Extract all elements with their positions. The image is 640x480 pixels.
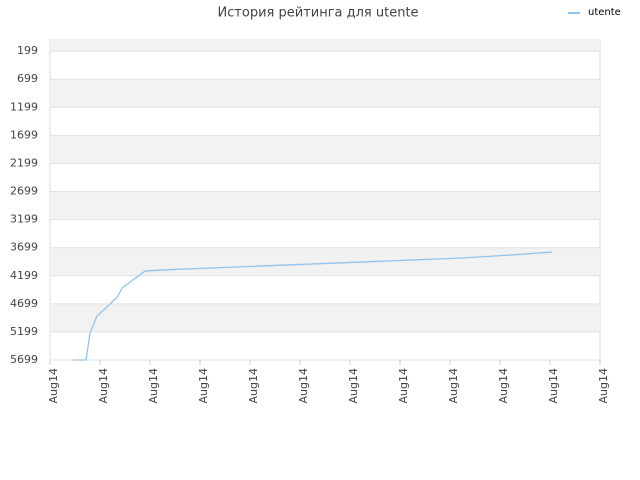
y-tick-label: 2199	[10, 156, 38, 169]
line	[73, 251, 553, 361]
x-tick-label: Aug14	[247, 368, 260, 403]
y-tick-label: 4699	[10, 297, 38, 310]
x-tick-label: Aug14	[347, 368, 360, 403]
y-tick-label: 4199	[10, 269, 38, 282]
x-tick-label: Aug14	[447, 368, 460, 403]
x-tick-label: Aug14	[297, 368, 310, 403]
x-tick-label: Aug14	[97, 368, 110, 403]
legend-label: utente	[588, 7, 621, 18]
x-tick-label: Aug14	[197, 368, 210, 403]
chart-title: История рейтинга для utente	[217, 6, 418, 21]
grid-band	[50, 191, 600, 220]
x-tick-label: Aug14	[47, 368, 60, 403]
x-tick-label: Aug14	[147, 368, 160, 403]
y-tick-label: 699	[17, 72, 38, 85]
grid-band	[50, 79, 600, 108]
y-tick-label: 1199	[10, 100, 38, 113]
grid-band	[50, 303, 600, 332]
x-tick-label: Aug14	[597, 368, 610, 403]
grid-band	[50, 40, 600, 52]
y-tick-label: 2699	[10, 185, 38, 198]
grid-band	[50, 135, 600, 164]
x-tick-label: Aug14	[497, 368, 510, 403]
y-tick-label: 5199	[10, 325, 38, 338]
x-tick-label: Aug14	[547, 368, 560, 403]
y-tick-label: 3199	[10, 213, 38, 226]
x-tick-label: Aug14	[397, 368, 410, 403]
y-tick-label: 1699	[10, 128, 38, 141]
y-tick-label: 5699	[10, 353, 38, 366]
y-tick-label: 3699	[10, 241, 38, 254]
grid-band	[50, 247, 600, 276]
y-tick-label: 199	[17, 44, 38, 57]
